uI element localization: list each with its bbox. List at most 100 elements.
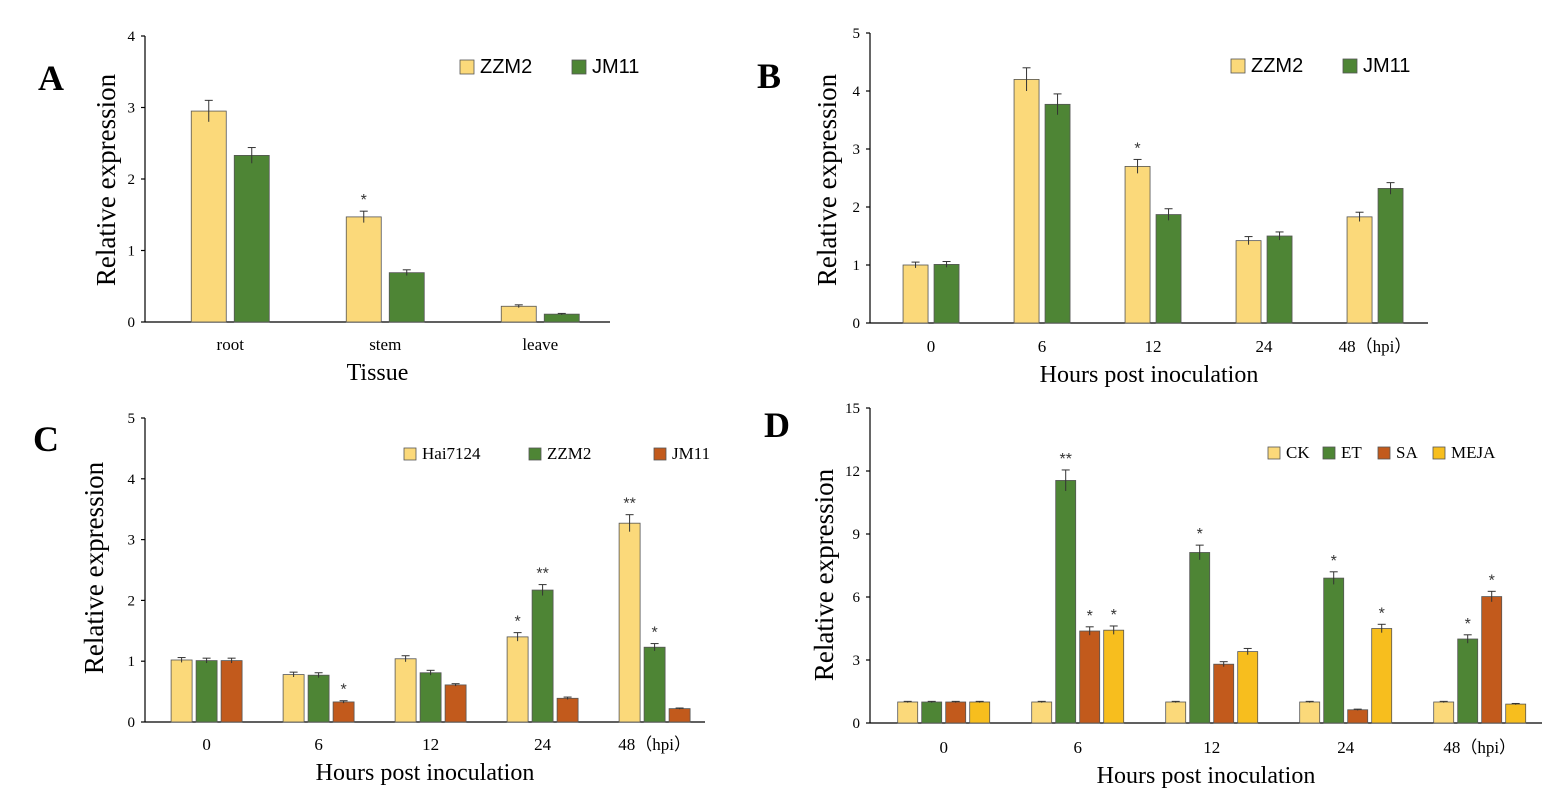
legend-label: SA	[1396, 443, 1418, 462]
panel-d: D 0 3 6 9 12 15 Relative expression Hours post i…	[764, 401, 1542, 789]
bar	[643, 646, 666, 723]
bar	[902, 264, 929, 324]
x-axis-title: Tissue	[347, 360, 409, 386]
bar	[1323, 577, 1345, 724]
panel-letter: C	[33, 419, 59, 459]
legend-label: Hai7124	[422, 444, 481, 463]
legend-label: ZZM2	[547, 444, 591, 463]
x-tick-label: 12	[1203, 738, 1220, 757]
legend-swatch	[1322, 446, 1336, 460]
y-tick-label: 15	[845, 401, 860, 417]
panel-a: A 0 1 2 3 4 Relative expression Tissue root stem *…	[38, 29, 639, 386]
legend-label: MEJA	[1451, 443, 1496, 462]
bar	[307, 674, 330, 723]
legend-label: JM11	[592, 56, 639, 78]
bar	[933, 264, 960, 324]
y-tick-label: 0	[853, 316, 861, 332]
y-tick-label: 1	[853, 258, 861, 274]
y-tick-label: 6	[853, 590, 861, 606]
bar	[233, 155, 270, 323]
legend-label: JM11	[672, 444, 710, 463]
x-tick-label: 6	[314, 735, 323, 754]
y-tick-label: 3	[853, 653, 861, 669]
bar	[531, 589, 554, 723]
legend-swatch	[653, 447, 667, 461]
y-tick-label: 3	[128, 533, 136, 549]
bar	[1237, 651, 1259, 724]
bar	[1079, 630, 1101, 724]
bar	[170, 659, 193, 723]
bar	[1371, 628, 1393, 724]
bar	[388, 272, 425, 323]
legend-swatch	[459, 59, 475, 75]
bar	[1124, 165, 1151, 324]
legend-swatch	[1342, 58, 1358, 74]
y-tick-label: 5	[853, 26, 861, 42]
bar	[1165, 701, 1187, 724]
significance-mark: *	[1087, 608, 1093, 625]
legend-swatch	[1432, 446, 1446, 460]
y-tick-label: 2	[853, 200, 861, 216]
x-tick-label: 24	[1337, 738, 1355, 757]
bar	[1103, 629, 1125, 724]
y-tick-label: 9	[853, 527, 861, 543]
bar	[190, 110, 227, 323]
significance-mark: *	[340, 682, 346, 699]
x-tick-label: 6	[1073, 738, 1082, 757]
y-tick-label: 1	[128, 654, 136, 670]
y-tick-label: 5	[128, 411, 136, 427]
x-tick-label: 48（hpi）	[618, 735, 691, 754]
bar	[1481, 596, 1503, 724]
bar	[332, 701, 355, 723]
x-tick-label: 12	[1145, 337, 1162, 356]
legend-swatch	[528, 447, 542, 461]
bar	[921, 701, 943, 724]
y-tick-label: 4	[128, 29, 136, 45]
bar	[1235, 240, 1262, 324]
x-tick-label: 6	[1038, 337, 1047, 356]
legend: CK ET SA MEJA	[1267, 443, 1496, 462]
bar	[444, 684, 467, 723]
bar	[1189, 552, 1211, 724]
bar	[195, 660, 218, 723]
significance-mark: *	[1379, 605, 1385, 622]
bar	[506, 636, 529, 723]
bar	[1347, 709, 1369, 724]
bar	[1013, 79, 1040, 324]
x-tick-label: 0	[202, 735, 211, 754]
bar	[1433, 701, 1455, 724]
significance-mark: *	[1331, 553, 1337, 570]
bar	[1346, 216, 1373, 324]
legend-label: JM11	[1363, 55, 1410, 77]
significance-mark: *	[1465, 616, 1471, 633]
bar	[1213, 663, 1235, 724]
panel-letter: B	[757, 56, 781, 96]
bar	[1031, 701, 1053, 724]
bar	[1266, 235, 1293, 324]
legend-label: CK	[1286, 443, 1310, 462]
bar	[897, 701, 919, 724]
significance-mark: *	[651, 625, 657, 642]
bar	[220, 660, 243, 723]
legend-swatch	[571, 59, 587, 75]
y-tick-label: 3	[128, 101, 136, 117]
significance-mark: *	[1134, 140, 1140, 157]
bar	[945, 701, 967, 724]
significance-mark: *	[1111, 607, 1117, 624]
bar	[668, 708, 691, 723]
panel-letter: D	[764, 405, 790, 445]
y-tick-label: 1	[128, 244, 136, 260]
bar	[419, 672, 442, 723]
legend: ZZM2 JM11	[459, 56, 639, 78]
significance-mark: *	[1489, 572, 1495, 589]
x-tick-label: 48（hpi）	[1339, 337, 1412, 356]
x-axis-title: Hours post inoculation	[1097, 763, 1316, 789]
y-tick-label: 3	[853, 142, 861, 158]
legend-label: ET	[1341, 443, 1362, 462]
bar	[1457, 638, 1479, 724]
y-axis-title: Relative expression	[91, 73, 121, 286]
legend-swatch	[1230, 58, 1246, 74]
